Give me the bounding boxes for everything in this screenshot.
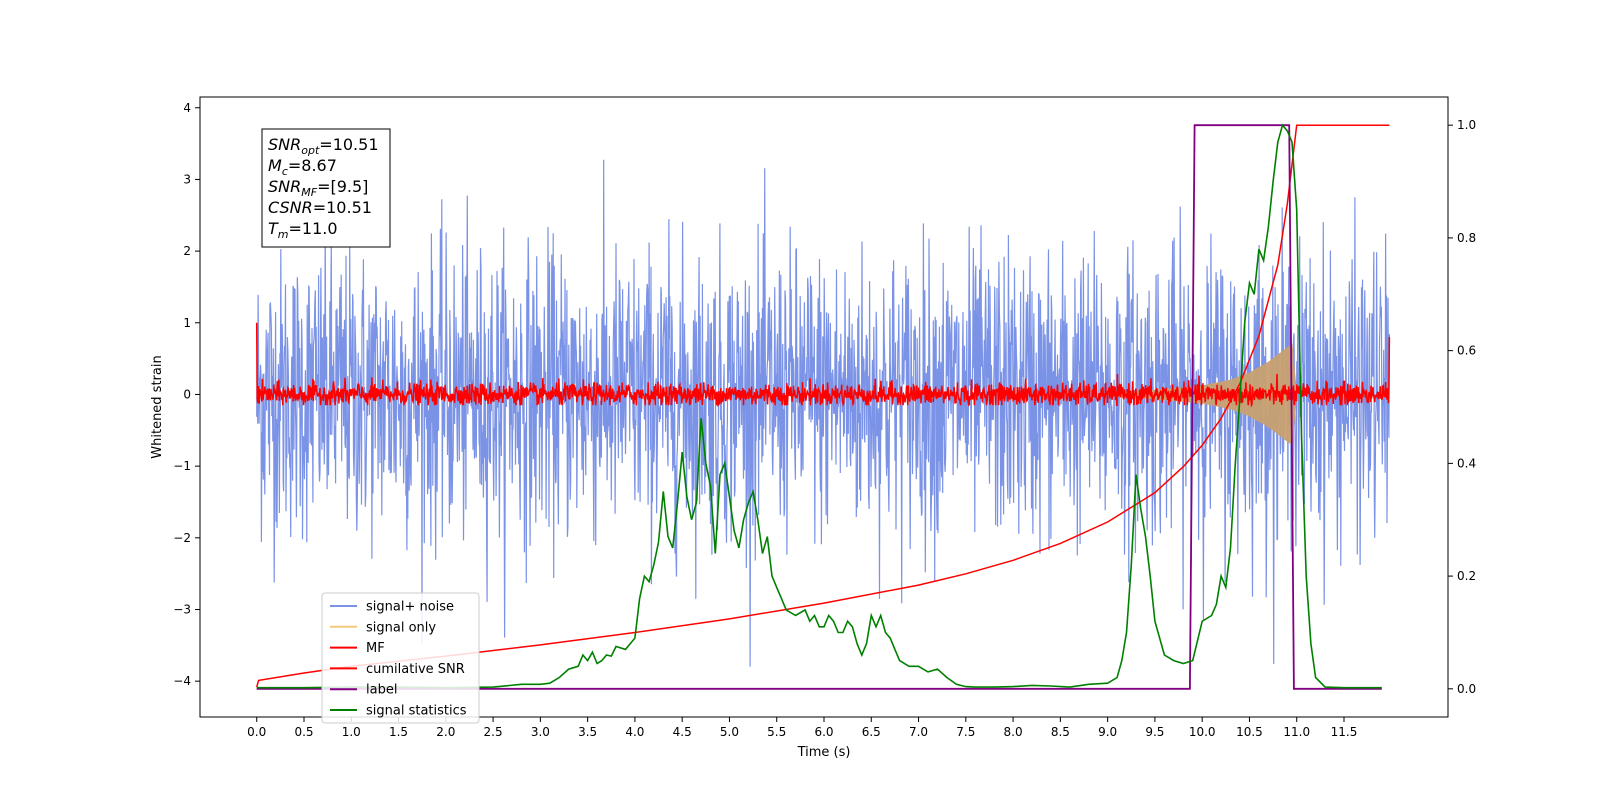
y-tick-label-right: 0.0	[1457, 682, 1476, 696]
y-tick-label-right: 0.6	[1457, 344, 1476, 358]
y-tick-label-left: −1	[173, 459, 191, 473]
annotation-symbol: SNR	[268, 135, 301, 154]
y-axis-label: Whitened strain	[150, 355, 165, 458]
x-tick-label: 1.5	[389, 725, 408, 739]
x-tick-label: 8.5	[1051, 725, 1070, 739]
annotation-symbol: M	[268, 156, 282, 175]
x-tick-label: 3.5	[578, 725, 597, 739]
y-tick-label-left: 4	[183, 101, 191, 115]
annotation-symbol: SNR	[268, 177, 301, 196]
y-tick-label-left: 1	[183, 316, 191, 330]
annotation-value: =10.51	[319, 135, 378, 154]
x-tick-label: 2.0	[436, 725, 455, 739]
y-axis-left: 4 3 2 1 0 −1 −2 −3 −4	[173, 101, 200, 688]
annotation-subscript: opt	[301, 144, 320, 157]
x-tick-label: 9.0	[1098, 725, 1117, 739]
x-tick-label: 11.5	[1331, 725, 1358, 739]
x-tick-label: 0.5	[294, 725, 313, 739]
annotation-value: =[9.5]	[317, 177, 368, 196]
series-layer	[255, 123, 1391, 690]
legend-label: cumilative SNR	[366, 662, 465, 677]
annotation-symbol: T	[268, 219, 279, 238]
x-tick-label: 11.0	[1283, 725, 1310, 739]
x-axis-label: Time (s)	[797, 745, 851, 760]
annotation-subscript: m	[278, 228, 289, 241]
annotation-frame	[261, 128, 391, 248]
y-axis-right: 1.0 0.8 0.6 0.4 0.2 0.0	[1448, 118, 1476, 696]
y-tick-label-left: 3	[183, 172, 191, 186]
x-tick-label: 7.0	[909, 725, 928, 739]
series-signal-statistics	[256, 123, 1382, 689]
legend-label: signal only	[366, 620, 436, 635]
legend-label: label	[366, 683, 397, 698]
x-tick-label: 2.5	[484, 725, 503, 739]
annotation-box: SNRopt=10.51 Mc=8.67 SNRMF=[9.5] CSNR=10.51…	[261, 128, 391, 248]
y-tick-label-left: 0	[183, 387, 191, 401]
annotation-value: =11.0	[289, 219, 338, 238]
y-tick-label-left: −3	[173, 602, 191, 616]
x-tick-label: 4.0	[625, 725, 644, 739]
y-tick-label-right: 0.2	[1457, 569, 1476, 583]
x-tick-label: 6.0	[814, 725, 833, 739]
y-tick-label-right: 0.4	[1457, 456, 1476, 470]
y-tick-label-right: 0.8	[1457, 231, 1476, 245]
x-tick-label: 3.0	[531, 725, 550, 739]
x-tick-label: 6.5	[862, 725, 881, 739]
x-tick-label: 0.0	[247, 725, 266, 739]
legend-frame	[321, 592, 480, 724]
legend-label: signal+ noise	[366, 600, 454, 615]
x-tick-label: 9.5	[1145, 725, 1164, 739]
annotation-subscript: c	[282, 165, 288, 178]
annotation-symbol: CSNR	[268, 198, 313, 217]
y-tick-label-left: −4	[173, 674, 191, 688]
series-label	[256, 124, 1382, 690]
legend-label: signal statistics	[366, 704, 467, 719]
x-tick-label: 5.5	[767, 725, 786, 739]
x-tick-label: 7.5	[956, 725, 975, 739]
legend: signal+ noise signal only MF cumilative SNR…	[321, 592, 480, 724]
x-axis: 0.0 0.5 1.0 1.5 2.0 2.5 3.0 3.5 4.0 4.5 5.0 5.5 6.0 6…	[247, 717, 1357, 739]
x-tick-label: 5.0	[720, 725, 739, 739]
y-tick-label-right: 1.0	[1457, 118, 1476, 132]
annotation-value: =8.67	[288, 156, 337, 175]
x-tick-label: 4.5	[673, 725, 692, 739]
y-tick-label-left: 2	[183, 244, 191, 258]
annotation-subscript: MF	[301, 186, 317, 199]
y-tick-label-left: −2	[173, 531, 191, 545]
x-tick-label: 8.0	[1004, 725, 1023, 739]
annotation-text: SNRopt=10.51 Mc=8.67 SNRMF=[9.5] CSNR=10.51…	[268, 135, 379, 241]
series-mf	[255, 322, 1391, 408]
x-tick-label: 10.5	[1236, 725, 1263, 739]
x-tick-label: 1.0	[342, 725, 361, 739]
annotation-value: =10.51	[313, 198, 372, 217]
x-tick-label: 10.0	[1189, 725, 1216, 739]
legend-label: MF	[366, 641, 385, 656]
